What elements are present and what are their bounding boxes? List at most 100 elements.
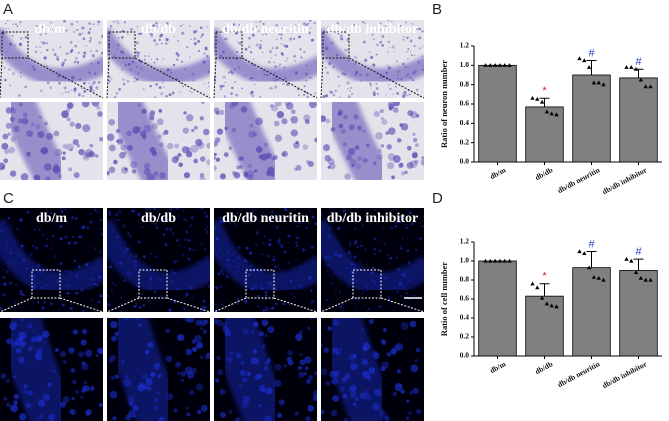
cell bbox=[255, 43, 259, 47]
cell bbox=[270, 289, 273, 292]
cell bbox=[159, 278, 162, 282]
cell bbox=[310, 300, 315, 304]
cell bbox=[120, 360, 125, 364]
cell bbox=[342, 302, 345, 306]
cell bbox=[275, 24, 279, 28]
cell bbox=[126, 248, 130, 252]
cell bbox=[57, 173, 63, 179]
cell bbox=[74, 241, 78, 244]
cell bbox=[293, 24, 297, 28]
cell bbox=[148, 28, 152, 32]
cell bbox=[191, 339, 196, 344]
data-point bbox=[624, 65, 629, 69]
cell bbox=[78, 148, 85, 156]
cell bbox=[344, 373, 351, 380]
cell bbox=[286, 57, 289, 60]
cell bbox=[258, 46, 262, 50]
cell bbox=[252, 321, 259, 328]
cell bbox=[153, 362, 161, 371]
cell bbox=[364, 390, 368, 395]
cell bbox=[304, 72, 308, 76]
cell bbox=[349, 158, 357, 166]
cell bbox=[67, 52, 69, 55]
cell bbox=[346, 81, 350, 85]
cell bbox=[214, 43, 216, 46]
cell bbox=[166, 142, 174, 150]
cell bbox=[117, 138, 124, 145]
cell bbox=[141, 225, 144, 228]
cell bbox=[69, 40, 73, 44]
cell bbox=[133, 80, 136, 83]
cell bbox=[299, 353, 303, 357]
cell bbox=[254, 374, 261, 381]
cell bbox=[307, 326, 311, 330]
cell bbox=[406, 209, 408, 211]
cell bbox=[152, 24, 156, 28]
cell bbox=[153, 61, 156, 64]
cell bbox=[136, 71, 140, 75]
cell bbox=[380, 412, 388, 420]
cell bbox=[141, 373, 148, 380]
cell bbox=[50, 28, 52, 31]
cell bbox=[83, 89, 87, 93]
cell bbox=[334, 253, 338, 256]
cell bbox=[56, 58, 59, 61]
cell bbox=[119, 261, 123, 265]
cell bbox=[396, 290, 400, 294]
cell bbox=[38, 115, 42, 119]
cell bbox=[339, 305, 343, 309]
cell bbox=[168, 308, 172, 312]
cell bbox=[151, 175, 157, 180]
cell bbox=[156, 210, 159, 212]
cell bbox=[97, 111, 103, 117]
cell bbox=[233, 171, 241, 179]
cell bbox=[46, 217, 48, 220]
cell bbox=[313, 308, 316, 310]
cell bbox=[34, 352, 43, 361]
cell bbox=[276, 47, 278, 49]
cell bbox=[5, 122, 12, 129]
cell bbox=[149, 208, 152, 211]
cell bbox=[349, 242, 352, 245]
cell bbox=[384, 24, 388, 28]
cell bbox=[77, 292, 79, 295]
cell bbox=[362, 158, 368, 164]
cell bbox=[131, 169, 137, 174]
cell bbox=[108, 213, 112, 216]
cell bbox=[44, 284, 48, 287]
cell bbox=[148, 277, 153, 281]
cell bbox=[117, 37, 120, 39]
image-content bbox=[107, 208, 210, 312]
cell bbox=[274, 54, 277, 57]
cell bbox=[18, 94, 21, 97]
cell bbox=[356, 208, 359, 211]
bar bbox=[572, 74, 611, 163]
cell bbox=[300, 56, 303, 59]
cell bbox=[66, 291, 70, 295]
cell bbox=[393, 280, 395, 283]
cell bbox=[143, 168, 151, 176]
cell bbox=[164, 243, 168, 246]
cell bbox=[82, 55, 86, 58]
cell bbox=[61, 156, 66, 161]
cell bbox=[332, 347, 339, 354]
cell bbox=[326, 71, 330, 75]
cell bbox=[97, 20, 101, 24]
cell bbox=[82, 95, 84, 97]
cell bbox=[284, 208, 288, 212]
cell bbox=[153, 171, 159, 177]
cell bbox=[328, 226, 332, 230]
cell bbox=[240, 106, 248, 113]
cell bbox=[189, 225, 191, 228]
cell bbox=[305, 159, 310, 164]
cell bbox=[15, 283, 18, 286]
cell bbox=[97, 347, 103, 354]
cell bbox=[137, 51, 141, 55]
cell bbox=[134, 77, 136, 79]
x-tick-label: db/db neuritin bbox=[556, 359, 602, 389]
cell bbox=[269, 104, 274, 108]
cell bbox=[35, 281, 38, 285]
cell bbox=[327, 26, 330, 29]
cell bbox=[359, 229, 361, 231]
cell bbox=[330, 409, 338, 417]
